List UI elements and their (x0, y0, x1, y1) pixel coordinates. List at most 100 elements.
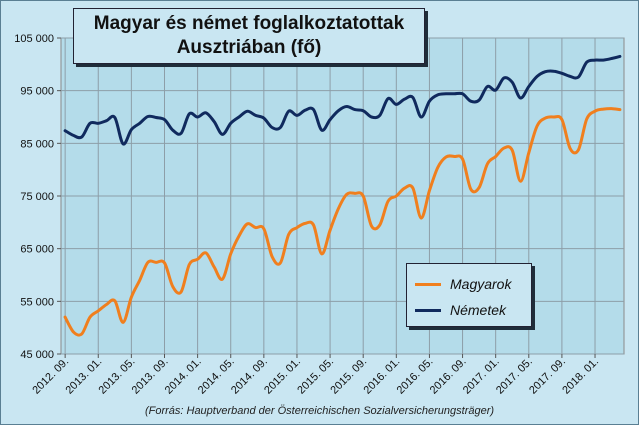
y-tick-label: 85 000 (20, 138, 54, 150)
data-point-magyarok (312, 224, 315, 226)
data-point-magyarok (536, 125, 538, 127)
data-point-magyarok (486, 163, 489, 165)
data-point-magyarok (114, 300, 116, 302)
data-point-nemetek (72, 134, 75, 137)
data-point-magyarok (585, 118, 588, 120)
data-point-magyarok (246, 223, 249, 225)
data-point-nemetek (420, 116, 422, 118)
data-point-nemetek (138, 122, 141, 125)
data-point-nemetek (130, 128, 133, 131)
data-point-nemetek (122, 143, 124, 145)
data-point-nemetek (362, 109, 364, 112)
data-point-magyarok (577, 148, 580, 151)
data-point-nemetek (196, 116, 199, 118)
data-point-nemetek (536, 75, 538, 78)
data-point-nemetek (585, 61, 588, 64)
data-point-magyarok (403, 187, 406, 189)
data-point-nemetek (503, 77, 505, 79)
data-point-magyarok (64, 316, 66, 318)
legend-item-magyarok: Magyarok (415, 274, 511, 294)
data-point-magyarok (395, 195, 398, 197)
data-point-nemetek (354, 108, 356, 111)
data-point-magyarok (370, 225, 373, 227)
data-point-magyarok (263, 227, 265, 230)
data-point-magyarok (105, 303, 108, 306)
data-point-nemetek (147, 115, 149, 118)
data-point-nemetek (221, 133, 224, 136)
data-point-nemetek (229, 122, 232, 125)
data-point-nemetek (337, 109, 340, 112)
data-point-nemetek (329, 118, 331, 121)
data-point-magyarok (138, 279, 141, 282)
data-point-magyarok (287, 233, 290, 236)
data-point-nemetek (602, 59, 605, 61)
data-point-nemetek (577, 76, 580, 78)
data-point-nemetek (80, 136, 83, 138)
x-tick-label: 2018. 01. (560, 356, 601, 397)
data-point-magyarok (89, 316, 91, 318)
data-point-magyarok (552, 116, 555, 118)
data-point-magyarok (511, 149, 514, 151)
data-point-magyarok (569, 147, 571, 150)
data-point-nemetek (527, 85, 530, 88)
data-point-magyarok (337, 207, 340, 210)
data-point-nemetek (519, 97, 522, 99)
data-point-nemetek (89, 122, 91, 125)
y-tick-label: 75 000 (20, 191, 54, 203)
data-point-magyarok (428, 189, 431, 192)
data-point-magyarok (188, 263, 191, 266)
data-point-nemetek (213, 120, 215, 123)
data-point-magyarok (221, 278, 224, 281)
data-point-magyarok (527, 152, 530, 154)
data-point-nemetek (544, 70, 547, 73)
data-point-nemetek (436, 94, 439, 96)
data-point-nemetek (403, 98, 406, 100)
data-point-magyarok (97, 310, 100, 312)
legend-label-magyarok: Magyarok (450, 276, 512, 292)
source-note: (Forrás: Hauptverband der Österreichisch… (144, 405, 495, 417)
data-point-magyarok (147, 261, 149, 264)
data-point-magyarok (213, 266, 215, 268)
data-point-magyarok (80, 333, 83, 335)
data-point-nemetek (511, 81, 514, 84)
data-point-magyarok (130, 296, 133, 298)
data-point-magyarok (345, 193, 348, 196)
data-point-magyarok (304, 222, 307, 225)
data-point-nemetek (271, 126, 273, 129)
data-point-magyarok (445, 156, 447, 158)
y-tick-label: 45 000 (20, 349, 54, 361)
data-point-nemetek (105, 119, 108, 122)
y-tick-label: 95 000 (20, 86, 54, 98)
data-point-magyarok (602, 108, 605, 110)
data-point-magyarok (470, 188, 472, 190)
data-point-magyarok (503, 147, 505, 149)
data-point-nemetek (64, 129, 66, 132)
data-point-nemetek (387, 97, 389, 100)
data-point-magyarok (420, 217, 422, 219)
chart-subtitle: Ausztriában (fő) (176, 37, 322, 58)
data-point-nemetek (594, 59, 596, 61)
data-point-magyarok (72, 331, 75, 333)
data-point-magyarok (387, 200, 389, 203)
data-point-nemetek (569, 75, 571, 78)
data-point-magyarok (610, 107, 613, 110)
data-point-nemetek (279, 126, 282, 129)
data-point-nemetek (486, 85, 489, 88)
data-point-nemetek (163, 118, 166, 121)
y-tick-label: 65 000 (20, 244, 54, 256)
data-point-nemetek (610, 57, 613, 60)
legend-item-nemetek: Németek (415, 300, 506, 320)
data-point-magyarok (378, 224, 381, 226)
data-point-nemetek (370, 116, 373, 118)
data-point-nemetek (254, 114, 257, 117)
data-point-nemetek (304, 109, 307, 111)
data-point-nemetek (345, 105, 348, 108)
data-point-magyarok (412, 187, 414, 189)
data-point-nemetek (378, 114, 381, 117)
data-point-magyarok (436, 166, 439, 169)
y-tick-label: 105 000 (14, 33, 54, 45)
data-point-magyarok (205, 252, 207, 254)
data-point-magyarok (453, 155, 456, 158)
